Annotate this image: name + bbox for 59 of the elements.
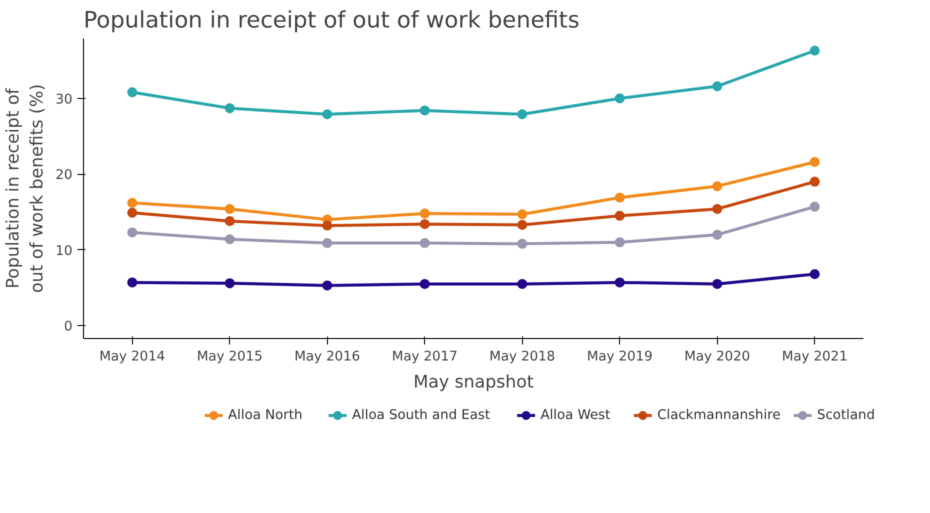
point <box>712 81 722 92</box>
point <box>614 192 625 203</box>
y-tick-label: 20 <box>56 168 73 184</box>
y-tick-label: 10 <box>56 244 73 259</box>
point <box>420 219 430 230</box>
point <box>322 109 332 120</box>
point <box>224 278 235 288</box>
y-tick-label: 0 <box>64 320 73 335</box>
x-tick-label: May 2014 <box>99 350 166 364</box>
point <box>517 209 528 220</box>
point <box>517 238 528 249</box>
point <box>517 220 528 230</box>
legend-label: Alloa North <box>228 408 302 423</box>
legend-label: Alloa South and East <box>352 408 490 423</box>
x-tick-label: May 2018 <box>489 350 556 364</box>
point <box>810 156 820 167</box>
point <box>322 280 332 290</box>
point <box>810 202 820 212</box>
point <box>712 230 722 240</box>
x-tick-label: May 2016 <box>294 350 360 364</box>
point <box>614 210 625 221</box>
point <box>224 234 235 244</box>
y-tick-label: 30 <box>56 92 73 108</box>
point <box>810 269 820 280</box>
point <box>810 176 820 187</box>
x-tick-label: May 2019 <box>586 350 653 364</box>
point <box>224 204 235 214</box>
x-tick-label: May 2021 <box>782 350 848 364</box>
point <box>712 278 722 289</box>
x-axis-title: May snapshot <box>413 372 534 392</box>
point <box>127 208 138 218</box>
legend-label: Scotland <box>817 408 875 423</box>
legend-label: Alloa West <box>540 408 610 423</box>
legend-label: Clackmannanshire <box>657 408 781 423</box>
point <box>614 237 625 248</box>
point <box>517 109 528 120</box>
point <box>420 208 430 218</box>
point <box>517 278 528 289</box>
point <box>322 220 332 231</box>
point <box>712 204 722 214</box>
y-axis-title: Population in receipt of out of work benefits (%) <box>4 84 48 294</box>
x-tick-label: May 2020 <box>684 350 750 364</box>
point <box>127 227 138 238</box>
point <box>420 105 430 116</box>
chart-title: Population in receipt of out of work benefits <box>84 8 580 34</box>
point <box>420 278 430 289</box>
point <box>127 198 138 208</box>
point <box>127 87 138 98</box>
point <box>614 277 625 288</box>
point <box>322 238 332 248</box>
point <box>224 216 235 226</box>
point <box>420 238 430 248</box>
point <box>224 103 235 114</box>
point <box>712 181 722 192</box>
point <box>810 46 820 56</box>
point <box>614 93 625 104</box>
point <box>127 277 138 288</box>
x-tick-label: May 2017 <box>392 350 458 364</box>
x-tick-label: May 2015 <box>196 350 263 364</box>
